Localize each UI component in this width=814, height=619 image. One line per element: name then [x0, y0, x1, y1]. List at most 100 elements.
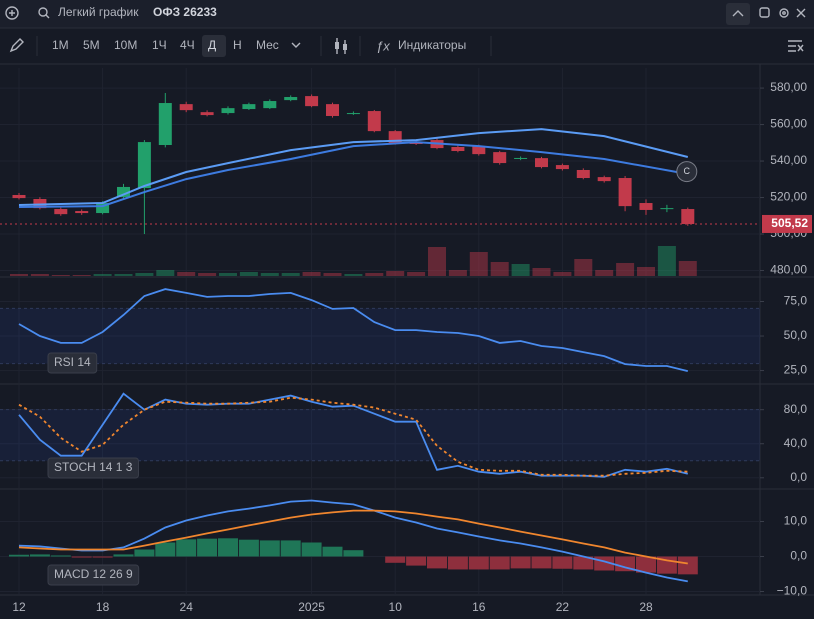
volume-bar [281, 273, 300, 276]
candle-body [263, 101, 277, 109]
fx-icon[interactable]: ƒx [376, 38, 390, 53]
y-tick-label: 80,0 [784, 402, 808, 416]
y-tick-label: 0,0 [790, 549, 807, 563]
candle-body [493, 152, 507, 164]
candle-body [472, 146, 486, 155]
add-button[interactable] [5, 6, 19, 20]
candle-body [158, 103, 172, 145]
interval-more[interactable] [291, 42, 301, 48]
volume-bar [469, 252, 488, 276]
volume-bar [344, 274, 363, 276]
panel-label-box [47, 564, 140, 586]
candle-body [117, 186, 130, 197]
histogram-bar [510, 556, 531, 569]
y-tick-label: 580,00 [770, 80, 807, 94]
volume-bar [428, 247, 446, 276]
candle-body [576, 169, 590, 179]
volume-bar [239, 272, 258, 276]
ticker[interactable]: ОФЗ 26233 [153, 5, 217, 19]
candle-body [200, 112, 214, 116]
candle-body [409, 142, 423, 144]
search-text[interactable]: Легкий график [58, 5, 139, 19]
interval-button[interactable]: Д [208, 38, 216, 52]
candle-body [96, 203, 110, 214]
band [0, 308, 760, 364]
moving-average [18, 128, 689, 206]
interval-button[interactable]: Мес [256, 38, 279, 52]
histogram-bar [259, 540, 280, 557]
y-tick-label: 480,00 [770, 263, 807, 277]
histogram-bar [636, 556, 656, 573]
search-icon[interactable] [38, 7, 50, 19]
histogram-bar [218, 538, 238, 557]
volume-bar [114, 274, 133, 276]
volume-bar [323, 273, 342, 276]
candle-body [618, 178, 632, 207]
x-tick-label: 22 [556, 600, 570, 614]
candle-body [12, 194, 26, 199]
volume-bar [553, 272, 572, 276]
y-tick-label: 0,0 [790, 470, 807, 484]
chart-type[interactable] [335, 38, 347, 54]
histogram-bar [322, 546, 343, 557]
candle-body [597, 177, 611, 182]
volume-bar [72, 275, 91, 276]
histogram-bar [176, 539, 197, 557]
x-tick-label: 16 [472, 600, 486, 614]
volume-bar [177, 272, 196, 276]
window-button[interactable] [759, 7, 770, 18]
layout-button[interactable] [788, 40, 804, 52]
y-tick-label: 25,0 [784, 363, 808, 377]
candle-body [535, 158, 548, 168]
interval-button[interactable]: 1Ч [152, 38, 167, 52]
histogram-bar [9, 554, 29, 557]
x-tick-label: 12 [12, 600, 26, 614]
volume-bar [156, 270, 175, 276]
y-tick-label: 75,0 [784, 294, 808, 308]
histogram-bar [50, 555, 71, 557]
candle-body [555, 165, 569, 170]
interval-button[interactable]: 10M [114, 38, 137, 52]
moving-average [18, 141, 688, 208]
interval-button[interactable]: Н [233, 38, 242, 52]
interval-button[interactable]: 1M [52, 38, 69, 52]
close-button[interactable] [796, 8, 806, 18]
x-tick-label: 28 [639, 600, 653, 614]
volume-bar [386, 271, 405, 276]
last-price-box [762, 214, 812, 233]
band [0, 409, 760, 461]
volume-bar [637, 267, 655, 276]
y-tick-label: 10,0 [784, 514, 808, 528]
interval-button[interactable]: 5M [83, 38, 100, 52]
histogram-bar [113, 554, 134, 557]
candle-body [54, 209, 68, 215]
panel-label-box [47, 457, 139, 479]
indicator-line [18, 288, 689, 372]
indicators-button[interactable]: Индикаторы [398, 38, 466, 52]
interval-button[interactable]: 4Ч [180, 38, 195, 52]
x-tick-label: 2025 [298, 600, 325, 614]
candle-body [514, 157, 528, 159]
chevron-up [732, 10, 744, 17]
histogram-bar [447, 556, 468, 570]
top-bar [0, 0, 814, 28]
panel-label-box [47, 352, 98, 374]
collapse-button[interactable] [726, 3, 750, 25]
draw-tool[interactable] [9, 38, 24, 53]
histogram-bar [92, 556, 113, 558]
candle-body [388, 131, 402, 143]
volume-bar [657, 246, 676, 276]
candle-body [346, 113, 360, 115]
settings-button[interactable] [779, 8, 789, 18]
candle-body [681, 209, 695, 224]
indicator-line [18, 499, 688, 583]
marker-label[interactable]: C [684, 166, 691, 176]
volume-bar [365, 273, 384, 276]
marker[interactable] [676, 161, 698, 183]
histogram-bar [427, 556, 447, 569]
indicator-line [18, 392, 689, 478]
histogram-bar [406, 556, 427, 566]
histogram-bar [280, 540, 301, 557]
candle-body [179, 104, 193, 111]
